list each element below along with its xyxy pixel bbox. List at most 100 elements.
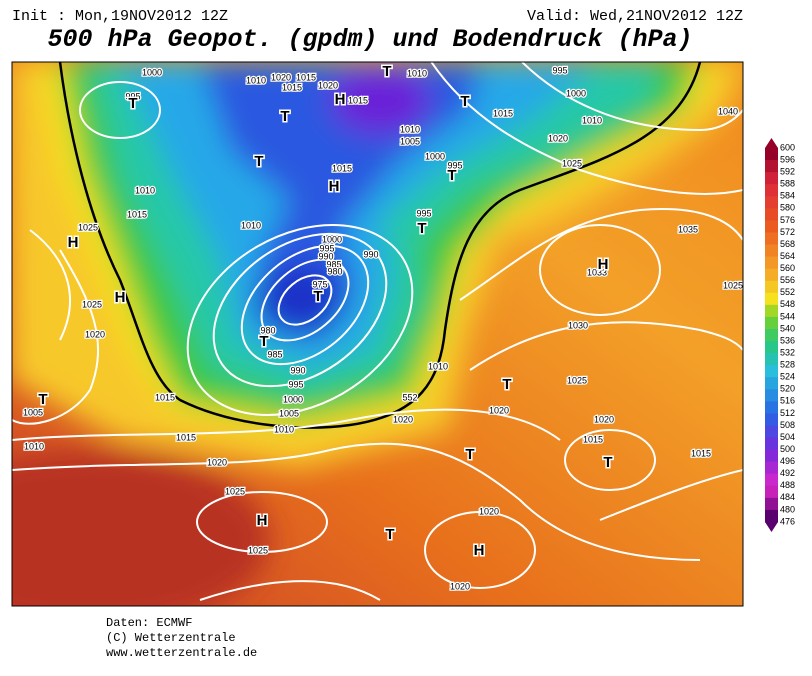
isobar-label: 1020	[450, 581, 470, 591]
colorbar-segment	[765, 184, 778, 197]
isobar-label: 1030	[568, 320, 588, 330]
colorbar-segment	[765, 256, 778, 270]
colorbar-label: 476	[780, 516, 795, 526]
colorbar-label: 580	[780, 203, 795, 213]
map-frame	[11, 61, 744, 607]
isobar-label: 1025	[723, 280, 743, 290]
isobar-label: 1010	[135, 185, 155, 195]
isobar-label: 1010	[407, 68, 427, 78]
colorbar-tip	[765, 138, 778, 148]
colorbar-segment	[765, 160, 778, 173]
contour-552	[58, 62, 702, 429]
colorbar-label: 588	[780, 179, 795, 189]
isobar-label: 980	[260, 325, 275, 335]
isobar-label: 985	[267, 349, 282, 359]
colorbar-segment	[765, 401, 778, 414]
colorbar-segment	[765, 413, 778, 426]
isobar-label: 1000	[566, 88, 586, 98]
isobar-label: 1025	[78, 222, 98, 232]
colorbar-segment	[765, 172, 778, 185]
colorbar-segment	[765, 328, 778, 342]
colorbar-label: 552	[780, 287, 795, 297]
isobar-label: 1020	[594, 414, 614, 424]
isobar-label: 1020	[207, 457, 227, 467]
pressure-center: T	[447, 167, 456, 184]
isobar-label: 1020	[85, 329, 105, 339]
colorbar-label: 540	[780, 323, 795, 333]
colorbar-segment	[765, 220, 778, 233]
colorbar-segment	[765, 316, 778, 330]
isobar-label: 1000	[322, 234, 342, 244]
colorbar-label: 596	[780, 154, 795, 164]
isobar-label: 1000	[142, 67, 162, 77]
pressure-center: T	[603, 454, 612, 471]
pressure-center: T	[460, 93, 469, 110]
colorbar-segment	[765, 365, 778, 378]
isobar-label: 985	[326, 259, 341, 269]
isobar-label: 990	[290, 365, 305, 375]
pressure-center: T	[38, 391, 47, 408]
colorbar-segment	[765, 449, 778, 463]
colorbar-label: 492	[780, 468, 795, 478]
colorbar-label: 488	[780, 480, 795, 490]
colorbar: 600 596 592 588 584 580 576 572 568 564 560 556 552 5…	[765, 138, 795, 532]
isobar-label: 1020	[271, 72, 291, 82]
colorbar-segment	[765, 292, 778, 306]
isobar-label: 1000	[283, 394, 303, 404]
colorbar-segment	[765, 497, 778, 511]
isobar-label: 995	[416, 208, 431, 218]
valid-time: Valid: Wed,21NOV2012 12Z	[527, 8, 743, 25]
colorbar-label: 520	[780, 384, 795, 394]
isobar-label: 1020	[489, 405, 509, 415]
isobar-label: 1025	[82, 299, 102, 309]
isobar-label: 1020	[479, 506, 499, 516]
pressure-center: T	[385, 526, 394, 543]
isobar-label: 1025	[248, 545, 268, 555]
isobar-label: 995	[319, 243, 334, 253]
pressure-center: T	[417, 220, 426, 237]
colorbar-segment	[765, 232, 778, 246]
colorbar-segment	[765, 268, 778, 282]
isobar-label: 990	[318, 251, 333, 261]
colorbar-label: 600	[780, 142, 795, 152]
colorbar-segment	[765, 473, 778, 487]
colorbar-label: 572	[780, 227, 795, 237]
isobar-label: 1005	[400, 136, 420, 146]
isobar-label: 1015	[332, 163, 352, 173]
colorbar-label: 564	[780, 251, 795, 261]
colorbar-label: 584	[780, 191, 795, 201]
isobar-label: 995	[447, 160, 462, 170]
isobar-label: 1010	[400, 124, 420, 134]
colorbar-segment	[765, 280, 778, 294]
colorbar-label: 524	[780, 372, 795, 382]
isobar-label: 1015	[691, 448, 711, 458]
colorbar-label: 508	[780, 420, 795, 430]
pressure-center: T	[502, 376, 511, 393]
colorbar-segment	[765, 389, 778, 402]
isobar-label: 1010	[246, 75, 266, 85]
isobar-label: 1015	[282, 82, 302, 92]
footer-copyright: (C) Wetterzentrale	[106, 631, 236, 645]
pressure-center: H	[335, 91, 346, 108]
colorbar-label: 480	[780, 504, 795, 514]
isobar-label: 990	[363, 249, 378, 259]
isobar-label: 975	[312, 279, 327, 289]
isobar-label: 1005	[279, 408, 299, 418]
contour-label: 552	[402, 392, 417, 402]
pressure-center: T	[313, 288, 322, 305]
isobar-label: 1015	[583, 434, 603, 444]
colorbar-segment	[765, 485, 778, 499]
colorbar-label: 532	[780, 347, 795, 357]
colorbar-label: 516	[780, 396, 795, 406]
isobar-label: 1010	[428, 361, 448, 371]
isobar-label: 1020	[318, 80, 338, 90]
colorbar-segment	[765, 437, 778, 451]
isobar-label: 1040	[718, 106, 738, 116]
isobar-label: 1010	[582, 115, 602, 125]
colorbar-segment	[765, 304, 778, 318]
isobars	[12, 62, 743, 601]
